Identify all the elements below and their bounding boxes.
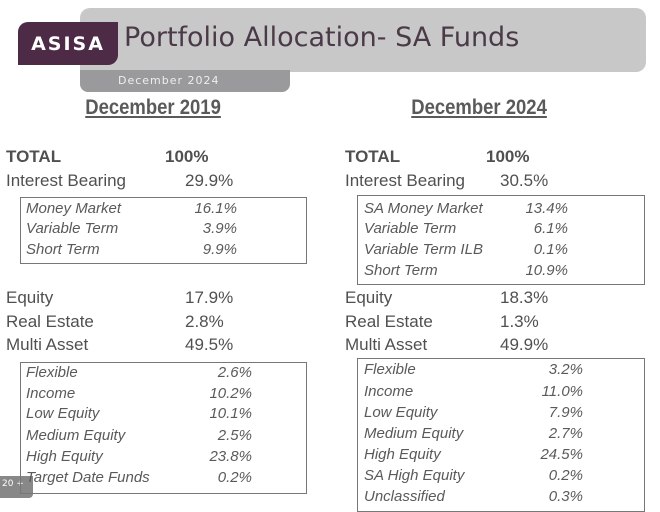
breakdown-value: 23.8%	[209, 448, 252, 465]
row-label: Interest Bearing	[345, 171, 466, 190]
row-value: 1.3%	[500, 312, 539, 331]
breakdown-label: SA Money Market	[364, 200, 483, 217]
column-heading-2019: December 2019	[85, 96, 221, 119]
breakdown-value: 3.9%	[202, 220, 237, 237]
breakdown-label: High Equity	[26, 448, 103, 465]
breakdown-label: Income	[364, 383, 414, 400]
interest-bearing-breakdown-box	[357, 195, 645, 285]
row-value: 49.5%	[185, 335, 234, 354]
breakdown-value: 2.5%	[217, 427, 252, 444]
interest-bearing-breakdown-box	[20, 197, 307, 264]
row-label: Real Estate	[6, 312, 94, 331]
breakdown-value: 6.1%	[533, 220, 568, 237]
row-label: Multi Asset	[345, 335, 428, 354]
page-title: Portfolio Allocation- SA Funds	[124, 22, 520, 53]
breakdown-value: 7.9%	[548, 404, 583, 421]
breakdown-value: 0.2%	[217, 469, 252, 486]
breakdown-label: Medium Equity	[26, 427, 126, 444]
breakdown-value: 10.9%	[525, 262, 568, 279]
row-value: 17.9%	[185, 288, 234, 307]
breakdown-label: Variable Term	[26, 220, 119, 237]
breakdown-value: 0.3%	[548, 488, 583, 505]
row-value: 100%	[486, 147, 530, 166]
row-label: Equity	[345, 288, 393, 307]
subtitle-tab: December 2024	[80, 70, 290, 92]
row-label: TOTAL	[6, 147, 62, 166]
row-label: Interest Bearing	[6, 171, 127, 190]
breakdown-label: High Equity	[364, 446, 441, 463]
row-value: 18.3%	[500, 288, 549, 307]
subtitle: December 2024	[118, 74, 220, 87]
breakdown-value: 13.4%	[525, 200, 568, 217]
row-value: 30.5%	[500, 171, 549, 190]
breakdown-label: Low Equity	[364, 404, 438, 421]
row-value: 49.9%	[500, 335, 549, 354]
breakdown-label: Variable Term	[364, 220, 457, 237]
breakdown-value: 0.1%	[533, 241, 568, 258]
row-label: TOTAL	[345, 147, 401, 166]
asisa-logo: ASISA	[18, 22, 118, 65]
breakdown-value: 2.7%	[548, 425, 583, 442]
breakdown-label: Target Date Funds	[26, 469, 150, 486]
breakdown-label: Money Market	[26, 200, 122, 217]
breakdown-label: Short Term	[364, 262, 438, 279]
column-heading-2024: December 2024	[411, 96, 547, 119]
row-value: 100%	[165, 147, 209, 166]
breakdown-value: 10.2%	[209, 385, 252, 402]
breakdown-label: Medium Equity	[364, 425, 464, 442]
title-banner	[80, 8, 646, 72]
breakdown-value: 3.2%	[548, 361, 583, 378]
breakdown-value: 0.2%	[548, 467, 583, 484]
row-value: 29.9%	[185, 171, 234, 190]
breakdown-value: 10.1%	[209, 405, 252, 422]
breakdown-value: 9.9%	[202, 241, 237, 258]
breakdown-label: Income	[26, 385, 76, 402]
breakdown-label: Flexible	[26, 364, 78, 381]
row-label: Real Estate	[345, 312, 433, 331]
breakdown-label: SA High Equity	[364, 467, 465, 484]
breakdown-label: Low Equity	[26, 405, 100, 422]
breakdown-label: Flexible	[364, 361, 416, 378]
row-label: Equity	[6, 288, 54, 307]
row-label: Multi Asset	[6, 335, 89, 354]
breakdown-label: Unclassified	[364, 488, 445, 505]
breakdown-label: Variable Term ILB	[364, 241, 483, 258]
breakdown-value: 24.5%	[540, 446, 583, 463]
breakdown-value: 11.0%	[541, 383, 583, 400]
multi-asset-breakdown-box	[20, 362, 307, 494]
row-value: 2.8%	[185, 312, 224, 331]
breakdown-value: 16.1%	[194, 200, 237, 217]
breakdown-label: Short Term	[26, 241, 100, 258]
breakdown-value: 2.6%	[217, 364, 252, 381]
